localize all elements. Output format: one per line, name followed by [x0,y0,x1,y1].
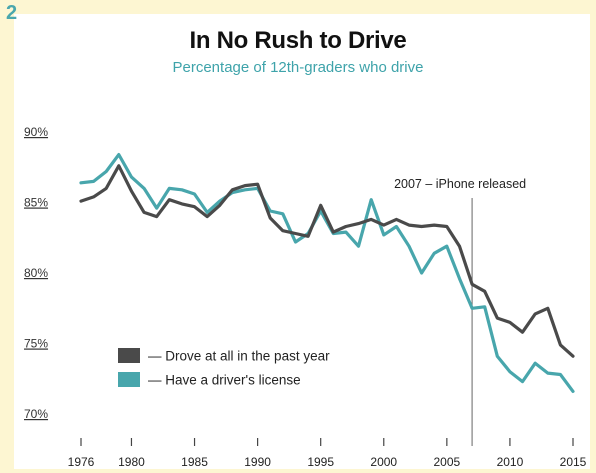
legend: — Drove at all in the past year — Have a … [118,348,330,388]
chart-panel [14,14,590,469]
x-tick-label: 1995 [307,455,334,469]
x-tick-label: 2000 [370,455,397,469]
x-tick-label: 1990 [244,455,271,469]
series-line-drove [79,164,575,358]
legend-swatch [118,348,140,363]
x-tick-label: 1976 [68,455,95,469]
x-axis: 1976 1980 1985 1990 1995 2000 2005 2010 2015 [68,438,587,469]
y-axis-ticks: 90% 85% 80% 75% 70% [24,125,48,421]
legend-label: — Drove at all in the past year [148,349,330,364]
x-tick-label: 2010 [497,455,524,469]
y-tick-label: 80% [24,266,48,280]
chart-subtitle: Percentage of 12th-graders who drive [172,59,424,76]
x-tick-label: 2015 [560,455,587,469]
annotation-label: 2007 – iPhone released [394,177,526,191]
y-tick-label: 90% [24,125,48,139]
x-tick-label: 2005 [433,455,460,469]
x-tick-label: 1980 [118,455,145,469]
series-lines [79,153,575,393]
annotation-group: 2007 – iPhone released [394,177,526,446]
legend-swatch [118,372,140,387]
chart-title: In No Rush to Drive [189,27,407,54]
y-tick-label: 85% [24,196,48,210]
y-tick-label: 75% [24,337,48,351]
figure-number: 2 [6,2,18,24]
y-tick-label: 70% [24,407,48,421]
legend-label: — Have a driver's license [148,373,301,388]
x-tick-label: 1985 [181,455,208,469]
